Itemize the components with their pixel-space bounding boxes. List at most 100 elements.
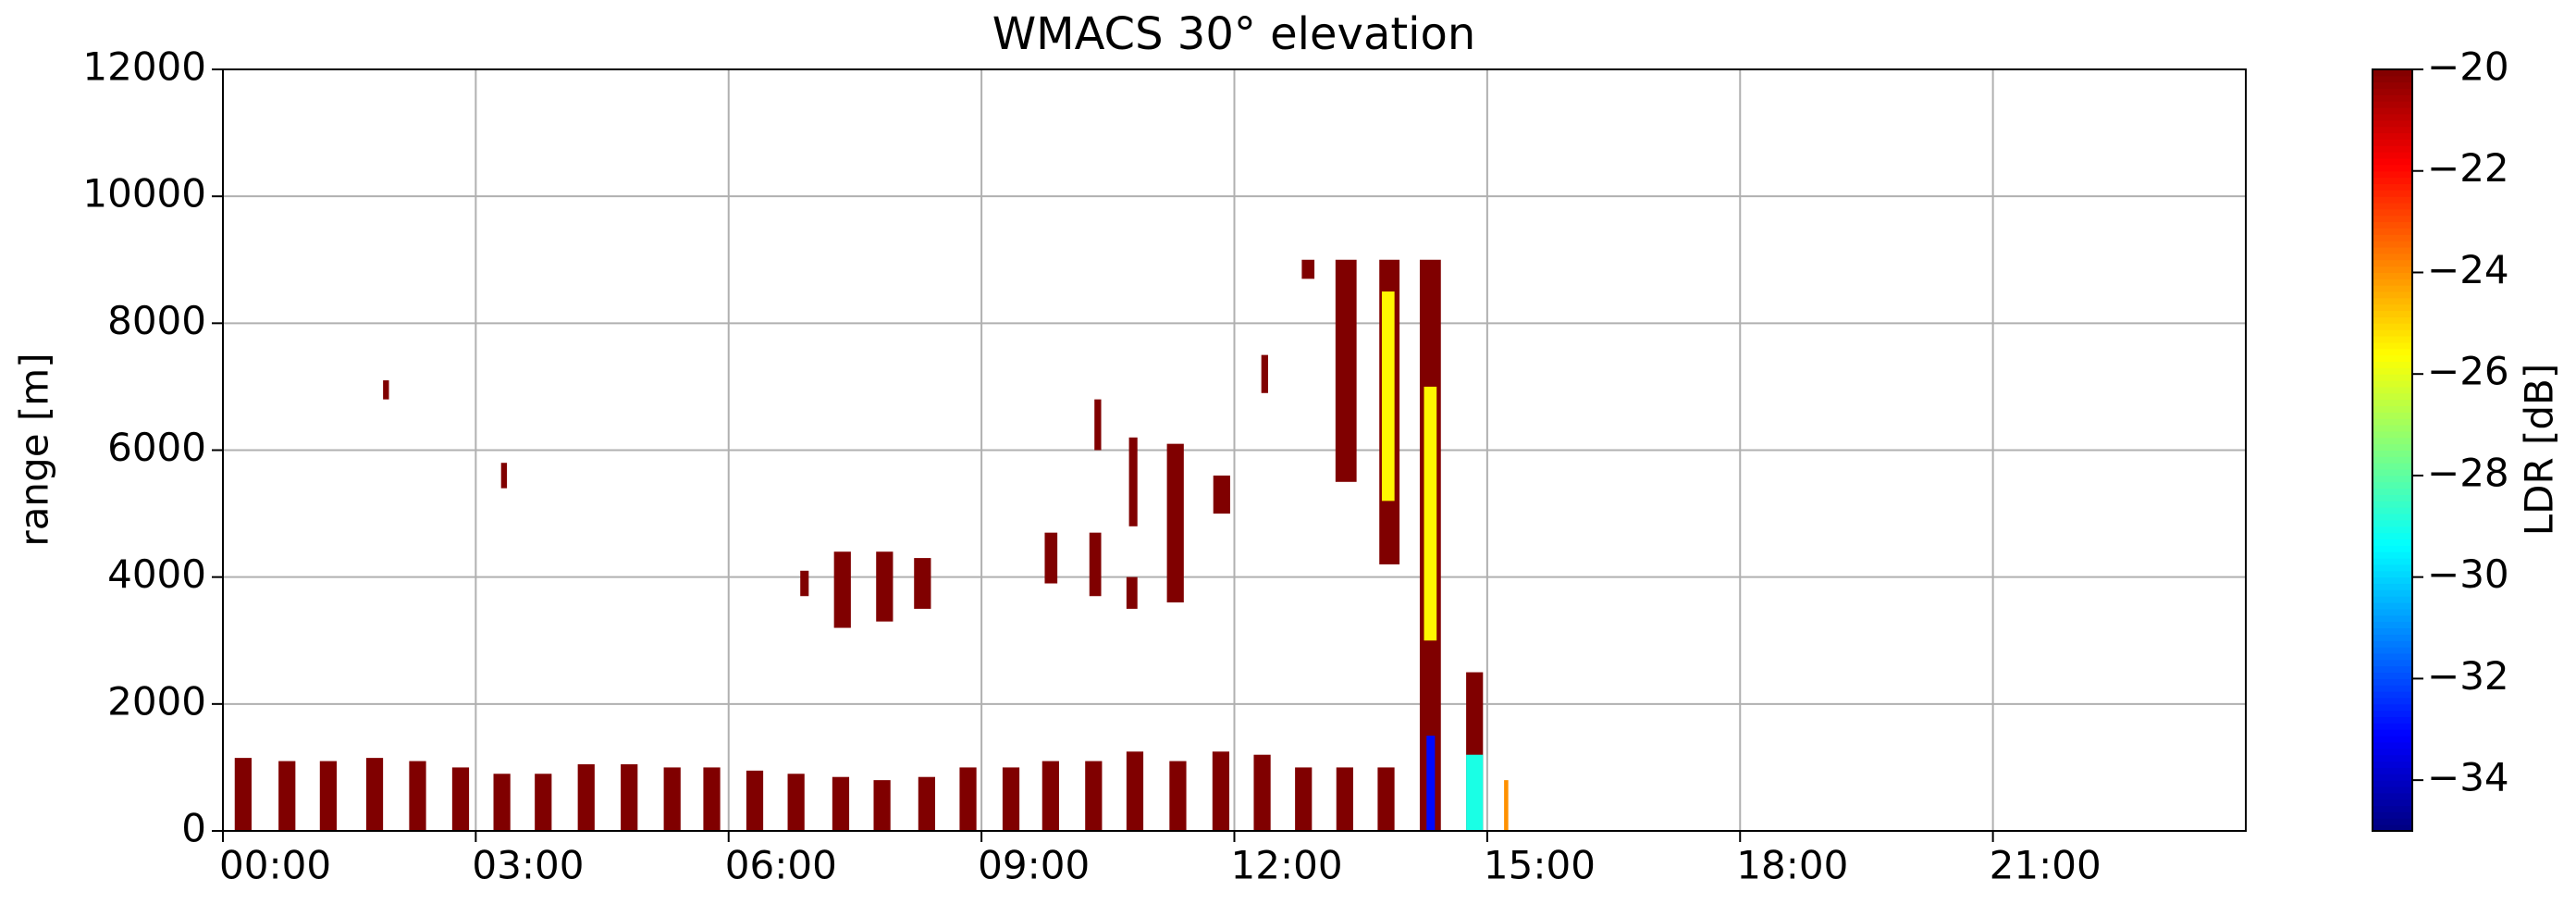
colorbar-segment: [2373, 545, 2412, 552]
colorbar-segment: [2373, 228, 2412, 235]
colorbar-segment: [2373, 152, 2412, 159]
colorbar-segment: [2373, 824, 2412, 832]
colorbar-segment: [2373, 183, 2412, 191]
cell: [746, 770, 764, 831]
colorbar-segment: [2373, 348, 2412, 356]
colorbar-segment: [2373, 443, 2412, 451]
cell: [1336, 767, 1353, 831]
colorbar-segment: [2373, 303, 2412, 312]
colorbar-segment: [2373, 323, 2412, 330]
x-tick-label: 12:00: [1231, 843, 1343, 888]
colorbar-segment: [2373, 367, 2412, 375]
cell: [833, 551, 851, 628]
colorbar-segment: [2373, 780, 2412, 787]
cell: [1335, 259, 1357, 482]
cell: [1126, 751, 1144, 831]
colorbar-segment: [2373, 361, 2412, 368]
colorbar-segment: [2373, 259, 2412, 267]
colorbar-segment: [2373, 697, 2412, 705]
colorbar-segment: [2373, 481, 2412, 489]
colorbar-segment: [2373, 818, 2412, 825]
y-axis-label: range [m]: [12, 353, 57, 546]
y-tick-label: 0: [181, 806, 206, 851]
colorbar-segment: [2373, 170, 2412, 179]
cell: [409, 761, 426, 831]
colorbar-segment: [2373, 570, 2412, 578]
colorbar-segment: [2373, 215, 2412, 223]
colorbar-segment: [2373, 101, 2412, 108]
cell: [234, 758, 252, 831]
cell: [1426, 736, 1436, 831]
cell: [1166, 443, 1184, 603]
cell: [1213, 475, 1230, 514]
x-tick-label: 00:00: [219, 843, 331, 888]
cell: [1126, 576, 1138, 609]
colorbar-segment: [2373, 107, 2412, 115]
colorbar-segment: [2373, 380, 2412, 388]
cell: [873, 780, 891, 831]
colorbar-segment: [2373, 507, 2412, 514]
colorbar-segment: [2373, 558, 2412, 565]
colorbar-segment: [2373, 475, 2412, 483]
cell: [876, 551, 894, 622]
colorbar-label: LDR [dB]: [2517, 364, 2562, 537]
cell: [1466, 754, 1484, 831]
cell: [1094, 399, 1102, 451]
colorbar-segment: [2373, 539, 2412, 546]
colorbar-segment: [2373, 164, 2412, 172]
colorbar-segment: [2373, 736, 2412, 743]
colorbar-segment: [2373, 208, 2412, 217]
cell: [493, 774, 511, 831]
colorbar-segment: [2373, 291, 2412, 299]
colorbar-segment: [2373, 126, 2412, 134]
colorbar-segment: [2373, 354, 2412, 362]
colorbar-tick-label: −20: [2427, 44, 2509, 90]
x-tick-label: 06:00: [725, 843, 837, 888]
colorbar-segment: [2373, 723, 2412, 730]
colorbar-segment: [2373, 596, 2412, 603]
colorbar-tick-label: −22: [2427, 145, 2509, 191]
cell: [1044, 532, 1058, 584]
colorbar-segment: [2373, 716, 2412, 724]
colorbar-segment: [2373, 608, 2412, 616]
y-tick-label: 10000: [82, 171, 206, 217]
colorbar-segment: [2373, 729, 2412, 737]
colorbar-segment: [2373, 132, 2412, 140]
colorbar-tick-label: −26: [2427, 349, 2509, 394]
colorbar-tick-label: −32: [2427, 653, 2509, 699]
cell: [577, 763, 595, 831]
colorbar-segment: [2373, 754, 2412, 762]
cell: [1504, 780, 1509, 831]
colorbar-segment: [2373, 272, 2412, 279]
colorbar-segment: [2373, 647, 2412, 654]
cell: [383, 380, 389, 400]
cell: [1381, 291, 1395, 502]
colorbar-segment: [2373, 437, 2412, 445]
colorbar-segment: [2373, 583, 2412, 590]
colorbar-segment: [2373, 145, 2412, 153]
y-tick-label: 4000: [107, 551, 206, 597]
cell: [1253, 754, 1271, 831]
x-tick-label: 03:00: [472, 843, 584, 888]
cell: [1085, 761, 1103, 831]
cell: [535, 774, 552, 831]
colorbar-segment: [2373, 241, 2412, 248]
colorbar-segment: [2373, 456, 2412, 464]
y-tick-label: 12000: [82, 44, 206, 90]
cell: [832, 776, 850, 831]
colorbar-segment: [2373, 602, 2412, 610]
cell: [1424, 386, 1437, 641]
colorbar-segment: [2373, 285, 2412, 292]
colorbar-segment: [2373, 678, 2412, 686]
cell: [1261, 354, 1268, 393]
colorbar-segment: [2373, 774, 2412, 781]
colorbar-segment: [2373, 463, 2412, 470]
colorbar-segment: [2373, 158, 2412, 166]
colorbar-segment: [2373, 450, 2412, 457]
colorbar-segment: [2373, 297, 2412, 305]
colorbar-segment: [2373, 279, 2412, 286]
colorbar-segment: [2373, 190, 2412, 197]
colorbar-segment: [2373, 761, 2412, 768]
colorbar-segment: [2373, 494, 2412, 502]
cell: [451, 767, 470, 831]
